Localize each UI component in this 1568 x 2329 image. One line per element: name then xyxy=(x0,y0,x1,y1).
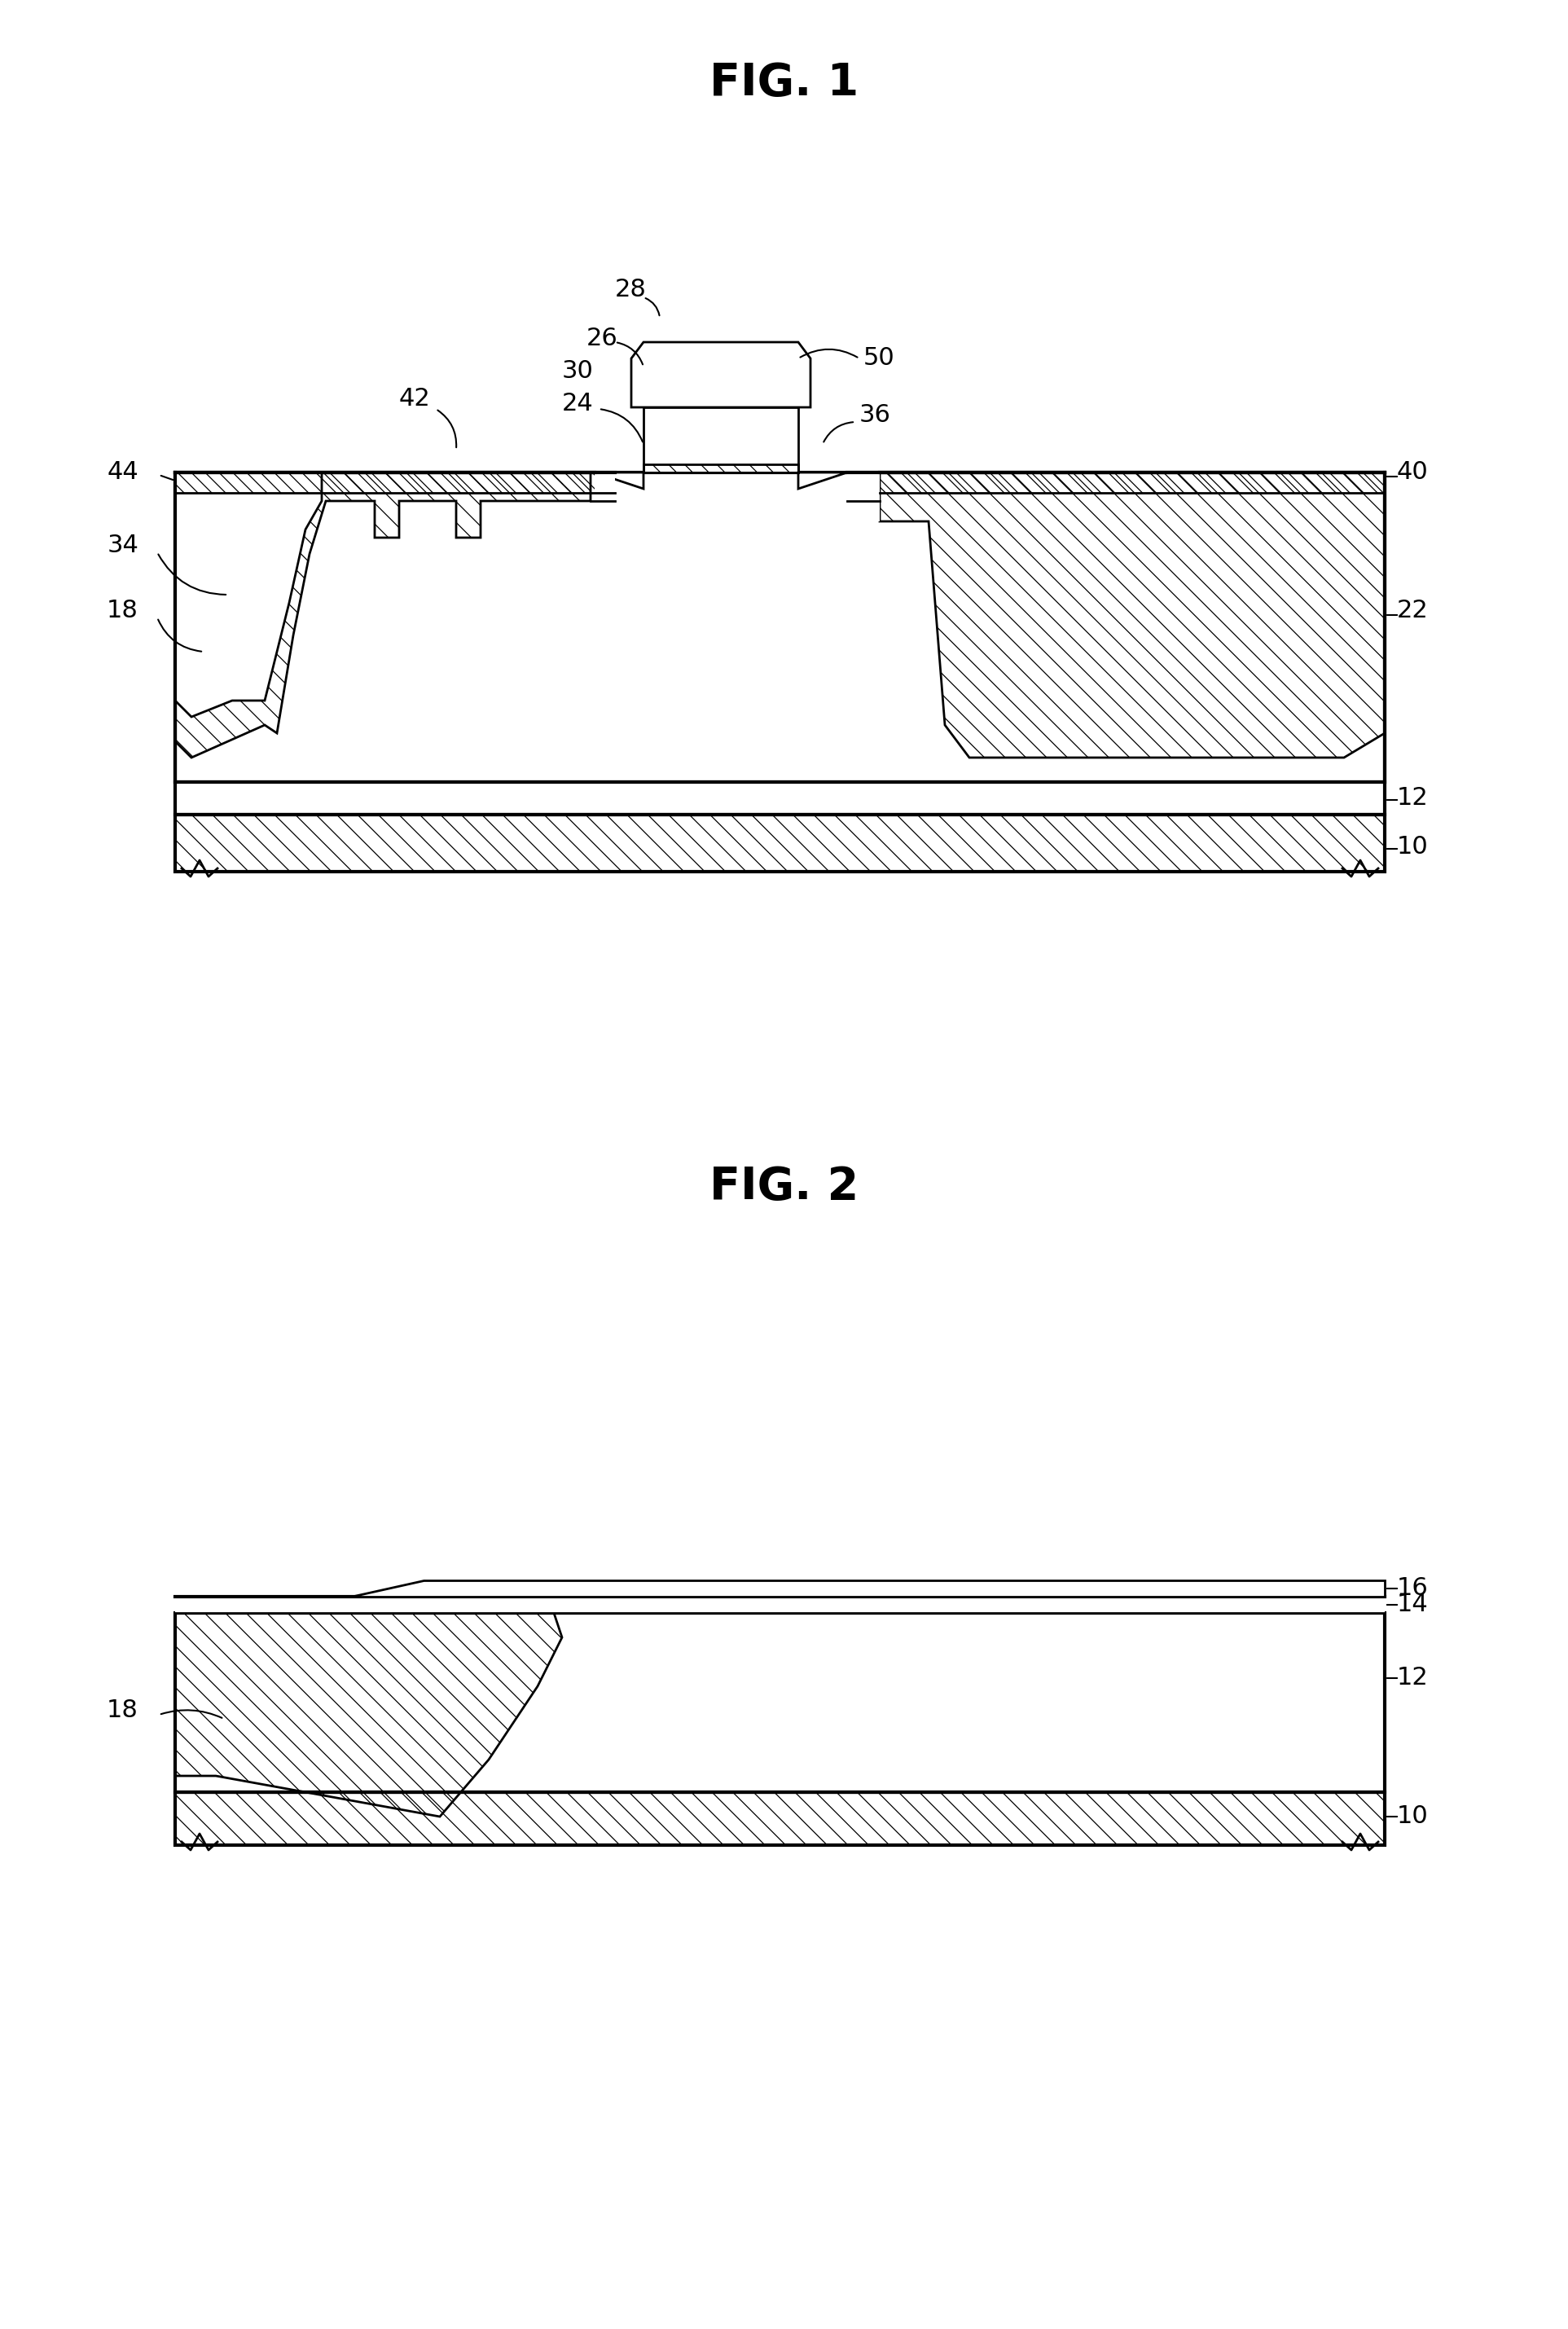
Text: 44: 44 xyxy=(107,461,138,484)
Polygon shape xyxy=(594,473,615,501)
Text: FIG. 2: FIG. 2 xyxy=(709,1164,859,1209)
Polygon shape xyxy=(632,342,811,408)
Text: 18: 18 xyxy=(107,1698,138,1723)
Text: 28: 28 xyxy=(615,277,646,300)
Text: 10: 10 xyxy=(1397,836,1428,859)
Text: 30: 30 xyxy=(561,359,594,382)
Text: 12: 12 xyxy=(1397,1665,1428,1691)
Text: 22: 22 xyxy=(1397,599,1428,622)
Polygon shape xyxy=(643,408,798,473)
Polygon shape xyxy=(176,783,1385,815)
Polygon shape xyxy=(798,473,847,489)
Text: 12: 12 xyxy=(1397,787,1428,810)
Polygon shape xyxy=(176,473,1385,783)
Text: 16: 16 xyxy=(1397,1577,1428,1600)
Text: FIG. 1: FIG. 1 xyxy=(709,61,859,105)
Polygon shape xyxy=(594,473,643,489)
Text: 24: 24 xyxy=(561,391,594,415)
Text: 36: 36 xyxy=(859,403,891,426)
Text: 50: 50 xyxy=(864,347,895,370)
Polygon shape xyxy=(176,473,321,717)
Text: 42: 42 xyxy=(400,387,431,410)
Text: 18: 18 xyxy=(107,599,138,622)
Polygon shape xyxy=(176,1614,1385,1791)
Polygon shape xyxy=(847,473,880,522)
Text: 40: 40 xyxy=(1397,461,1428,484)
Polygon shape xyxy=(176,1598,1385,1614)
Text: 14: 14 xyxy=(1397,1593,1428,1616)
Text: 34: 34 xyxy=(107,533,138,557)
Text: 26: 26 xyxy=(586,326,618,349)
Text: 10: 10 xyxy=(1397,1805,1428,1828)
Polygon shape xyxy=(350,1581,1385,1598)
